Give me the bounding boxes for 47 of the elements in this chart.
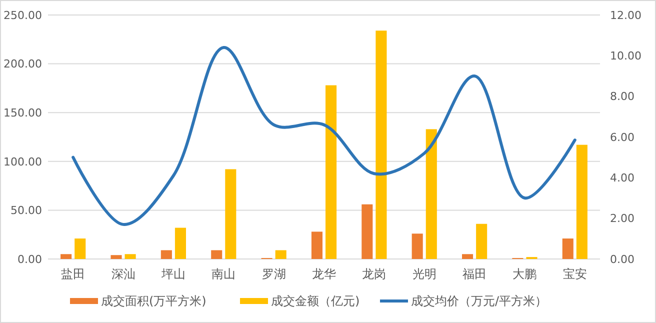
y2-tick-label: 6.00 <box>610 130 634 144</box>
legend-label: 成交面积(万平方米) <box>101 294 206 308</box>
y-tick-label: 200.00 <box>4 58 42 71</box>
x-tick-label: 深汕 <box>111 267 136 281</box>
bar <box>275 250 286 259</box>
y2-tick-label: 4.00 <box>610 172 634 185</box>
bar <box>412 234 423 259</box>
bar <box>124 254 136 259</box>
bar <box>110 255 122 259</box>
y-tick-label: 50.00 <box>10 204 42 218</box>
bar <box>225 169 236 259</box>
bar <box>60 254 72 259</box>
x-tick-label: 南山 <box>212 267 236 281</box>
x-tick-label: 罗湖 <box>262 267 286 281</box>
y-tick-label: 250.00 <box>4 8 42 22</box>
bar <box>326 85 337 259</box>
x-tick-label: 光明 <box>412 267 436 281</box>
x-tick-label: 盐田 <box>61 267 86 281</box>
y2-tick-label: 8.00 <box>610 90 634 104</box>
bar <box>160 250 172 259</box>
bar <box>462 254 474 259</box>
y2-tick-label: 2.00 <box>610 212 634 226</box>
bar <box>311 232 322 259</box>
line-series <box>72 46 576 226</box>
y-tick-label: 100.00 <box>4 155 42 168</box>
bar <box>74 238 86 259</box>
bar <box>362 204 373 259</box>
x-tick-label: 宝安 <box>562 267 587 281</box>
x-tick-label: 龙岗 <box>362 267 386 281</box>
y2-tick-label: 12.00 <box>610 8 642 22</box>
x-tick-label: 大鹏 <box>512 267 537 281</box>
bar <box>562 238 574 259</box>
x-tick-label: 龙华 <box>312 267 336 281</box>
x-tick-label: 福田 <box>462 267 487 281</box>
y2-tick-label: 0.00 <box>610 252 634 266</box>
legend-label: 成交金额（亿元) <box>271 294 360 308</box>
y-tick-label: 0.00 <box>18 252 42 266</box>
bar <box>211 250 222 259</box>
legend-label: 成交均价（万元/平方米） <box>411 294 548 308</box>
y2-tick-label: 10.00 <box>610 50 642 63</box>
x-tick-label: 坪山 <box>160 267 186 281</box>
bar <box>174 228 186 259</box>
bar <box>426 129 437 259</box>
bar <box>476 224 488 259</box>
y-tick-label: 150.00 <box>4 106 42 120</box>
bar <box>376 30 387 259</box>
bar <box>576 144 588 259</box>
